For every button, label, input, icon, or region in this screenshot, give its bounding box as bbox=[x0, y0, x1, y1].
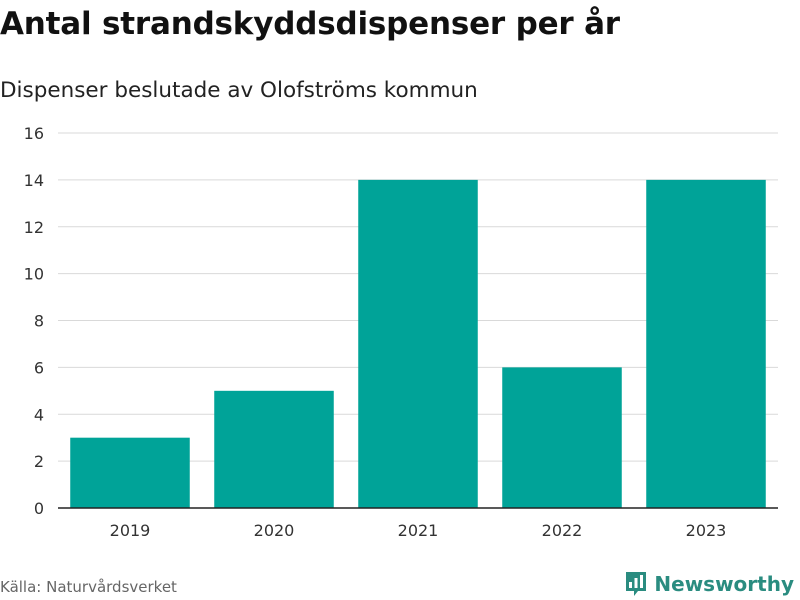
y-tick-label: 12 bbox=[24, 218, 44, 237]
bar-chart: 0 2 4 6 8 10 12 14 16 2019 2020 2021 2022 2023 bbox=[24, 124, 778, 540]
x-tick-label: 2020 bbox=[254, 521, 295, 540]
x-tick-label: 2022 bbox=[542, 521, 583, 540]
x-axis-ticks: 2019 2020 2021 2022 2023 bbox=[110, 521, 727, 540]
newsworthy-logo-icon bbox=[626, 572, 647, 596]
bar-2021 bbox=[358, 179, 478, 508]
y-tick-label: 2 bbox=[34, 452, 44, 471]
x-tick-label: 2023 bbox=[686, 521, 727, 540]
y-tick-label: 16 bbox=[24, 124, 44, 143]
y-axis-ticks: 0 2 4 6 8 10 12 14 16 bbox=[24, 124, 44, 518]
y-tick-label: 10 bbox=[24, 265, 44, 284]
bar-2023 bbox=[646, 179, 766, 508]
bars bbox=[70, 179, 766, 508]
bar-2020 bbox=[214, 390, 334, 508]
bar-2019 bbox=[70, 437, 190, 508]
y-tick-label: 4 bbox=[34, 405, 44, 424]
y-tick-label: 8 bbox=[34, 312, 44, 331]
x-tick-label: 2021 bbox=[398, 521, 439, 540]
chart-subtitle: Dispenser beslutade av Olofströms kommun bbox=[0, 78, 478, 103]
chart-title: Antal strandskyddsdispenser per år bbox=[0, 6, 620, 42]
bar-2022 bbox=[502, 367, 622, 508]
x-tick-label: 2019 bbox=[110, 521, 151, 540]
y-tick-label: 14 bbox=[24, 171, 44, 190]
y-tick-label: 6 bbox=[34, 358, 44, 377]
source-note: Källa: Naturvårdsverket bbox=[0, 578, 177, 596]
brand-name: Newsworthy bbox=[654, 572, 794, 596]
y-tick-label: 0 bbox=[34, 499, 44, 518]
brand-logo: Newsworthy bbox=[624, 570, 794, 598]
